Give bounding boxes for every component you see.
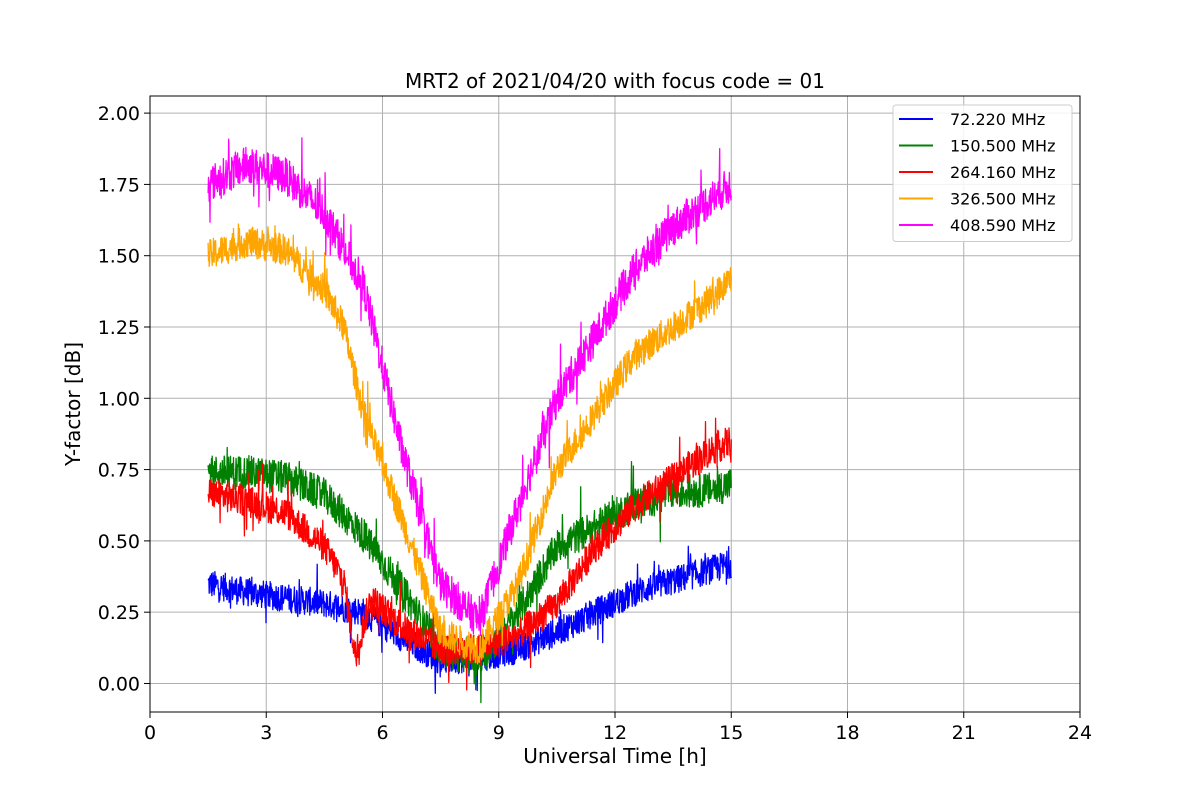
- y-tick-label: 1.75: [98, 174, 140, 196]
- x-tick-label: 6: [376, 722, 388, 744]
- x-tick-label: 24: [1068, 722, 1092, 744]
- series-line: [207, 137, 732, 637]
- x-axis-label: Universal Time [h]: [523, 744, 706, 768]
- x-tick-label: 15: [719, 722, 743, 744]
- y-tick-label: 0.75: [98, 460, 140, 482]
- y-axis-label: Y-factor [dB]: [61, 342, 85, 467]
- x-tick-label: 3: [260, 722, 272, 744]
- legend: 72.220 MHz 150.500 MHz 264.160 MHz 326.500 …: [892, 104, 1073, 242]
- series-line: [207, 223, 732, 665]
- ticks: 0 3 6 9 12 15 18 21 24 0.00 0.25 0.50 0.75 1.00 1.25 1.…: [98, 103, 1092, 744]
- y-tick-label: 1.00: [98, 388, 140, 410]
- y-tick-label: 0.25: [98, 602, 140, 624]
- y-tick-label: 0.00: [98, 673, 140, 695]
- y-tick-label: 2.00: [98, 103, 140, 125]
- y-tick-label: 0.50: [98, 531, 140, 553]
- x-tick-label: 0: [144, 722, 156, 744]
- x-tick-label: 21: [952, 722, 976, 744]
- x-tick-label: 12: [603, 722, 627, 744]
- chart-title: MRT2 of 2021/04/20 with focus code = 01: [405, 69, 825, 93]
- legend-label: 150.500 MHz: [950, 137, 1055, 156]
- series-layer: [207, 137, 732, 704]
- legend-label: 408.590 MHz: [950, 216, 1055, 235]
- y-tick-label: 1.25: [98, 317, 140, 339]
- legend-box: [892, 104, 1073, 242]
- legend-label: 72.220 MHz: [950, 110, 1045, 129]
- legend-label: 264.160 MHz: [950, 163, 1055, 182]
- legend-label: 326.500 MHz: [950, 190, 1055, 209]
- y-tick-label: 1.50: [98, 246, 140, 268]
- x-tick-label: 9: [493, 722, 505, 744]
- x-tick-label: 18: [835, 722, 859, 744]
